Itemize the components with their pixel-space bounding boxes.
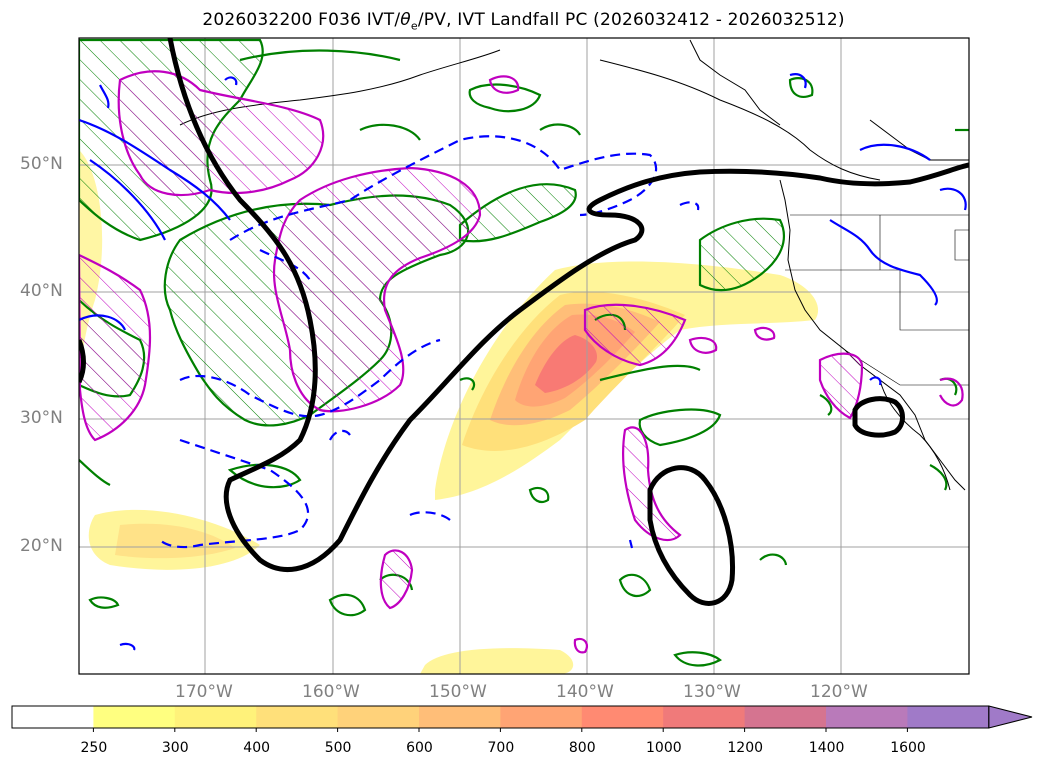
colorbar-tick-label: 500 — [324, 740, 352, 756]
colorbar-segment — [826, 706, 908, 728]
map-title: 2026032200 F036 IVT/θe/PV, IVT Landfall … — [202, 10, 845, 33]
colorbar-segment — [581, 706, 664, 728]
colorbar-tick-label: 800 — [568, 740, 596, 756]
pv-contours — [79, 70, 964, 654]
colorbar-tick-label: 400 — [243, 740, 271, 756]
colorbar-tick-label: 300 — [161, 740, 189, 756]
colorbar-segment — [337, 706, 420, 728]
colorbar-segment — [419, 706, 501, 728]
colorbar-extend-arrow — [988, 705, 1033, 729]
map-frame — [78, 37, 970, 675]
colorbar-segment — [744, 706, 827, 728]
lon-label-130w: 130°W — [683, 682, 741, 702]
lat-label-40n: 40°N — [20, 281, 63, 301]
lon-label-160w: 160°W — [302, 682, 360, 702]
lat-label-30n: 30°N — [20, 408, 63, 428]
colorbar-tick-label: 1200 — [727, 740, 764, 756]
colorbar-tick-label: 1600 — [890, 740, 926, 756]
lon-label-150w: 150°W — [429, 682, 487, 702]
lat-label-50n: 50°N — [20, 154, 63, 174]
anomaly-contours — [79, 73, 967, 651]
anomaly-dashed — [159, 135, 700, 549]
colorbar-segment — [500, 706, 583, 728]
lat-label-20n: 20°N — [20, 536, 63, 556]
ivt-landfall-pc — [79, 38, 969, 606]
lon-label-120w: 120°W — [810, 682, 868, 702]
ivt-colorbar — [11, 705, 1033, 732]
colorbar-segment — [12, 706, 94, 728]
colorbar-segment — [907, 706, 990, 728]
colorbar-segment — [256, 706, 339, 728]
colorbar-tick-label: 1400 — [808, 740, 845, 756]
lon-label-140w: 140°W — [556, 682, 614, 702]
colorbar-segment — [174, 706, 257, 728]
colorbar-tick-label: 700 — [487, 740, 515, 756]
colorbar-tick-label: 1000 — [646, 740, 682, 756]
colorbar-segment — [93, 706, 176, 728]
borders — [785, 214, 969, 386]
lon-label-170w: 170°W — [175, 682, 233, 702]
colorbar-segment — [663, 706, 746, 728]
colorbar-tick-label: 600 — [406, 740, 433, 756]
colorbar-tick-label: 250 — [80, 740, 108, 756]
